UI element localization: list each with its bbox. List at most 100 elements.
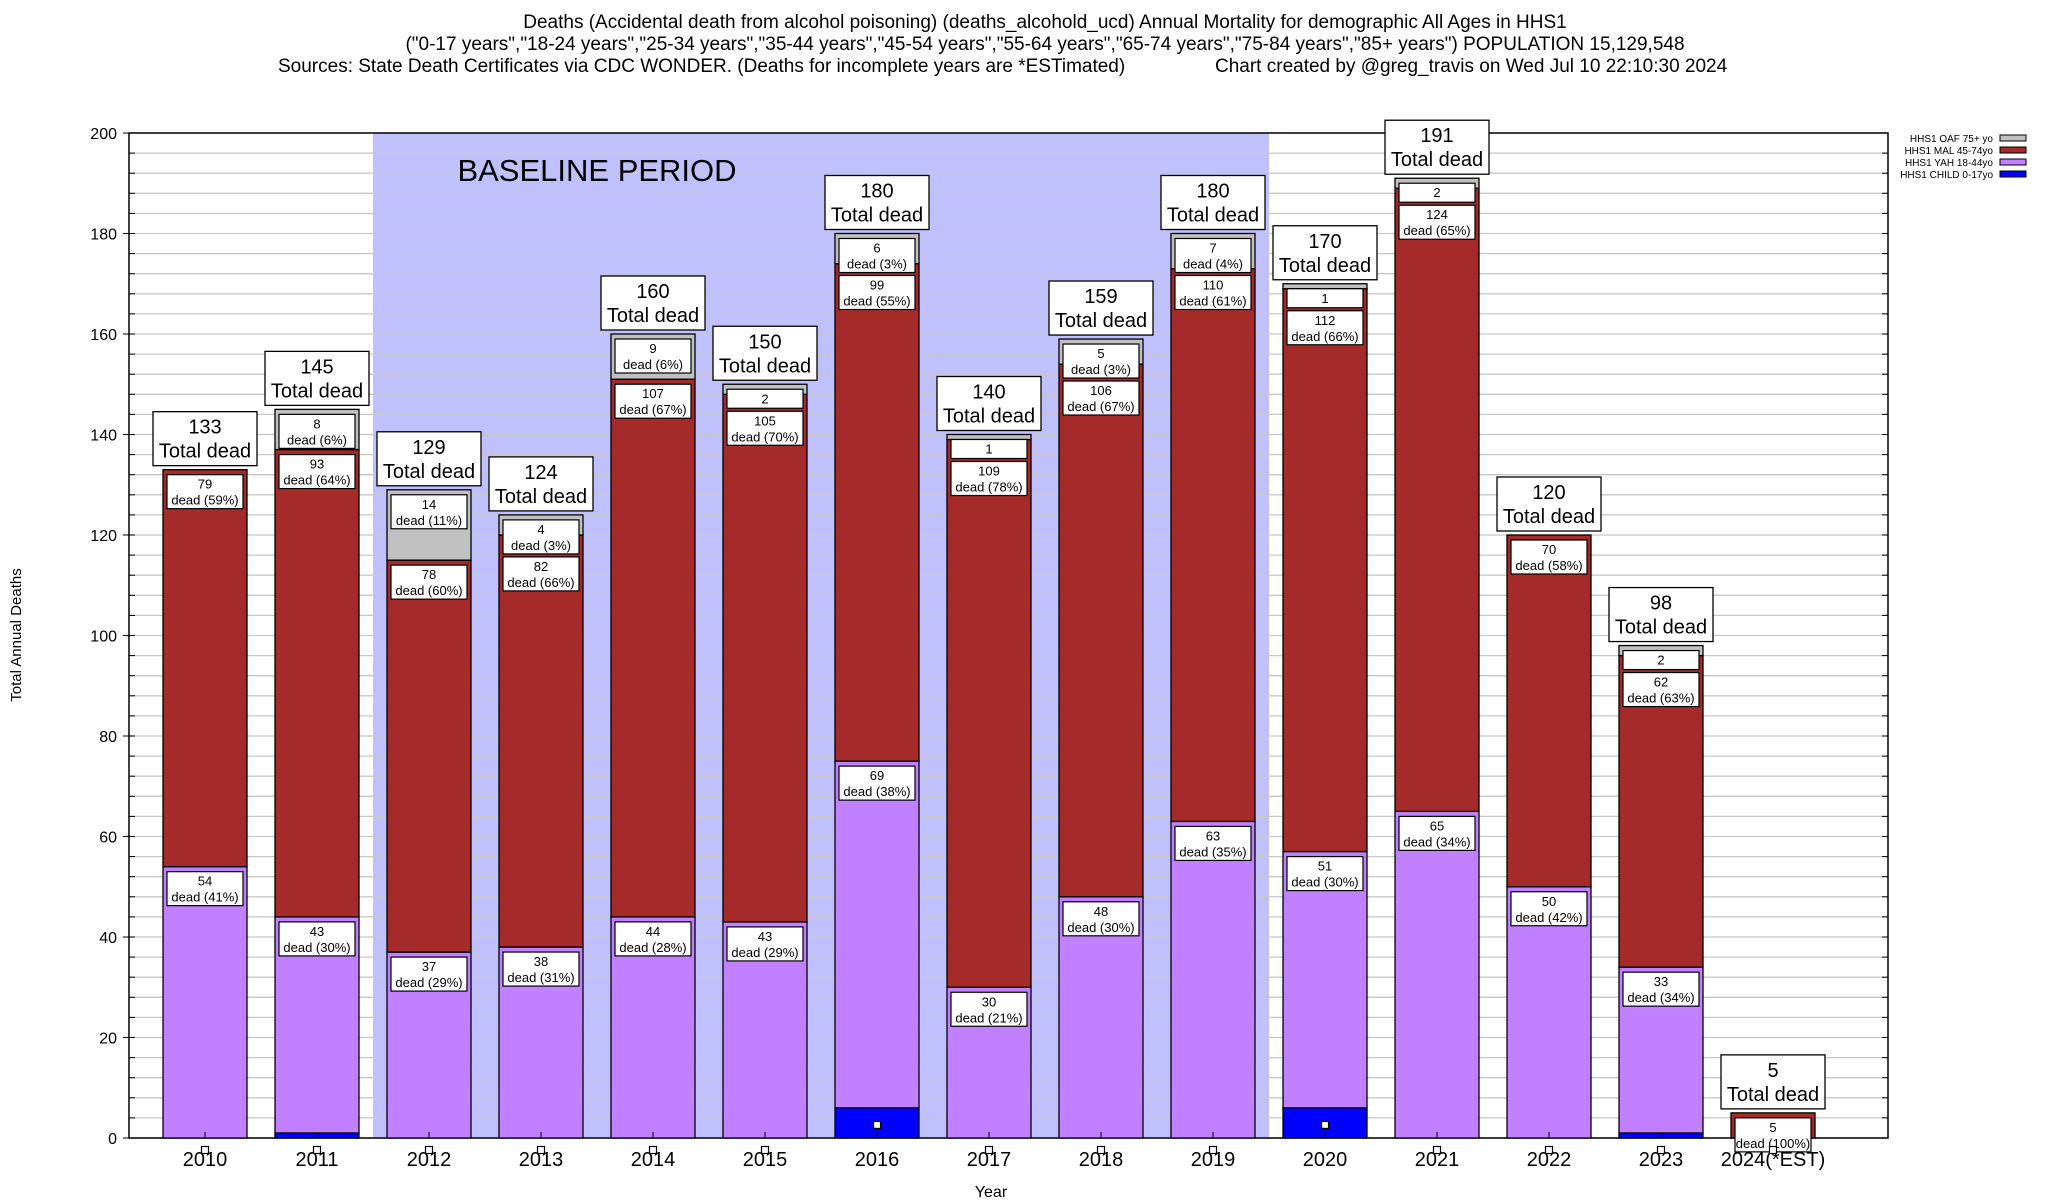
segment-label-box [614,338,692,374]
bar-segment-hhs1-mal-45-74yo [162,469,248,868]
total-label-box [1272,225,1378,281]
segment-percent-label: dead (4%) [1183,257,1243,272]
segment-value-label: 99 [870,278,884,293]
bar-segment-hhs1-mal-45-74yo [1506,534,1592,888]
legend-label: HHS1 OAF 75+ yo [1910,134,1994,145]
segment-percent-label: dead (34%) [1403,834,1470,849]
segment-label-box [390,564,468,600]
segment-percent-label: dead (3%) [511,538,571,553]
segment-value-label: 54 [198,874,212,889]
legend-swatch [1999,146,2027,154]
segment-value-label: 70 [1542,542,1556,557]
total-value-label: 180 [860,181,893,203]
total-value-label: 5 [1767,1060,1778,1082]
segment-label-box [726,410,804,446]
x-tick-label: 2011 [295,1149,338,1171]
bar-segment-hhs1-yah-18-44yo [1282,850,1368,1109]
segment-percent-label: dead (30%) [283,940,350,955]
total-value-label: 133 [188,417,221,439]
x-tick-label: 2024(*EST) [1721,1149,1826,1171]
title-line-1: Deaths (Accidental death from alcohol po… [523,12,1566,33]
total-dead-label: Total dead [1615,617,1707,639]
total-value-label: 120 [1532,482,1565,504]
bar-segment-hhs1-yah-18-44yo [1394,810,1480,1139]
total-value-label: 150 [748,331,781,353]
bar-segment-hhs1-mal-45-74yo [834,262,920,762]
y-tick-label: 20 [99,1031,117,1048]
segment-label-box [950,991,1028,1027]
legend-label: HHS1 MAL 45-74yo [1904,146,1993,157]
y-tick-label: 160 [90,327,117,344]
segment-label-box [278,921,356,957]
total-label-box [1048,280,1154,336]
bar-segment-hhs1-yah-18-44yo [834,760,920,1109]
x-tick-label: 2018 [1079,1149,1124,1171]
segment-label-box [838,237,916,274]
segment-value-label: 33 [1654,974,1668,989]
chart-title: Deaths (Accidental death from alcohol po… [278,12,1728,77]
y-tick-label: 180 [90,227,117,244]
segment-percent-label: dead (30%) [1291,875,1358,890]
segment-percent-label: dead (31%) [507,970,574,985]
child-label-marker [872,1120,882,1130]
segment-value-label: 38 [534,954,548,969]
bar-segment-hhs1-mal-45-74yo [274,448,360,918]
segment-percent-label: dead (28%) [619,940,686,955]
total-label-box [1384,119,1490,175]
total-value-label: 129 [412,437,445,459]
segment-value-label: 50 [1542,894,1556,909]
x-tick-label: 2022 [1527,1149,1572,1171]
x-tick-label: 2013 [519,1149,564,1171]
segment-value-label: 7 [1209,241,1216,256]
segment-percent-label: dead (58%) [1515,558,1582,573]
segment-label-box [1174,237,1252,274]
segment-label-box [390,956,468,992]
title-line-3: Sources: State Death Certificates via CD… [278,56,1125,77]
segment-label-box [1286,855,1364,892]
segment-percent-label: dead (35%) [1179,844,1246,859]
segment-percent-label: dead (64%) [283,473,350,488]
segment-value-label: 79 [198,477,212,492]
segment-label-box [950,460,1028,497]
segment-percent-label: dead (66%) [507,575,574,590]
total-label-box [1496,476,1602,532]
segment-percent-label: dead (67%) [619,402,686,417]
child-label-marker [1208,1145,1218,1155]
segment-label-box [838,274,916,311]
y-tick-label: 200 [90,126,117,143]
segment-percent-label: dead (55%) [843,294,910,309]
y-axis-label: Total Annual Deaths [8,568,25,701]
child-label-marker [760,1145,770,1155]
x-tick-label: 2020 [1303,1149,1348,1171]
segment-value-label: 106 [1090,383,1112,398]
bar-segment-hhs1-oaf-75-yo [1282,283,1368,290]
segment-value-label: 8 [313,416,320,431]
segment-percent-label: dead (21%) [955,1010,1022,1025]
segment-percent-label: dead (70%) [731,429,798,444]
bar-segment-hhs1-mal-45-74yo [1282,288,1368,853]
total-value-label: 170 [1308,231,1341,253]
total-label-box [1720,1054,1826,1110]
segment-value-label: 43 [310,924,324,939]
segment-percent-label: dead (100%) [1736,1136,1810,1151]
x-tick-label: 2015 [743,1149,788,1171]
total-dead-label: Total dead [495,486,587,508]
y-tick-label: 80 [99,729,117,746]
total-value-label: 140 [972,382,1005,404]
child-label-marker [648,1145,658,1155]
segment-value-label: 63 [1206,828,1220,843]
child-label-marker [1544,1145,1554,1155]
y-tick-label: 60 [99,830,117,847]
segment-label-box [390,494,468,530]
bar-segment-hhs1-mal-45-74yo [386,559,472,953]
x-tick-label: 2019 [1191,1149,1236,1171]
baseline-period-label: BASELINE PERIOD [457,153,736,188]
y-tick-label: 140 [90,428,117,445]
total-value-label: 145 [300,356,333,378]
segment-label-box [278,453,356,490]
x-tick-label: 2017 [967,1149,1012,1171]
segment-label-box [1286,310,1364,346]
segment-value-label: 82 [534,559,548,574]
x-tick-label: 2014 [631,1149,676,1171]
